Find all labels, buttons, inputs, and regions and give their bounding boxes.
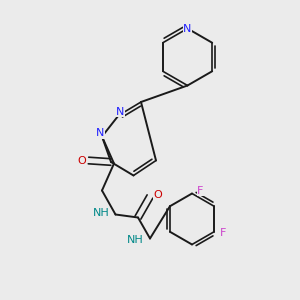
Text: N: N: [96, 128, 105, 139]
Text: N: N: [183, 23, 192, 34]
Text: F: F: [220, 228, 226, 238]
Text: N: N: [116, 107, 124, 117]
Text: NH: NH: [93, 208, 110, 218]
Text: O: O: [153, 190, 162, 200]
Text: NH: NH: [127, 235, 144, 245]
Text: O: O: [77, 155, 86, 166]
Text: F: F: [197, 185, 204, 196]
